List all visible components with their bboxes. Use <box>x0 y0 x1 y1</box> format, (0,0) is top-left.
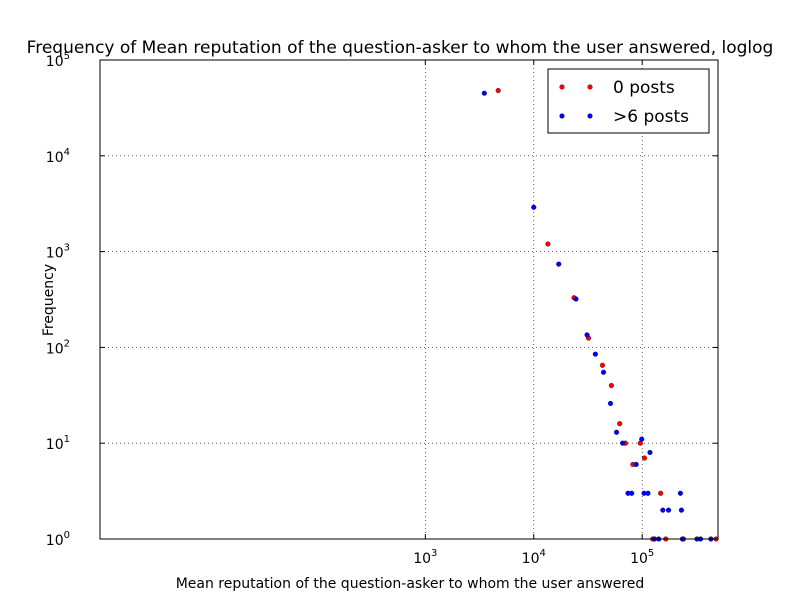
y-tick-exponent: 5 <box>64 51 70 62</box>
y-tick-label: 101 <box>46 434 70 453</box>
y-tick-exponent: 2 <box>64 338 70 349</box>
data-point <box>592 351 598 357</box>
data-points <box>481 87 719 542</box>
data-point <box>531 204 537 210</box>
data-point <box>660 507 666 513</box>
legend-label: 0 posts <box>613 78 675 98</box>
data-point <box>556 261 562 267</box>
y-tick-label: 104 <box>46 147 70 166</box>
data-point <box>633 461 639 468</box>
legend: 0 posts >6 posts <box>547 68 710 134</box>
data-point <box>481 90 487 96</box>
y-tick-exponent: 0 <box>64 530 70 541</box>
data-point <box>600 369 607 375</box>
x-tick-label: 105 <box>630 548 654 567</box>
data-point <box>617 421 623 427</box>
legend-box <box>547 68 710 134</box>
data-point <box>677 490 683 496</box>
x-tick-exponent: 4 <box>539 548 545 559</box>
data-point <box>666 507 672 513</box>
chart-title: Frequency of Mean reputation of the ques… <box>27 38 774 58</box>
y-tick-label: 103 <box>46 243 70 262</box>
x-tick-label: 104 <box>522 548 546 567</box>
x-axis-label: Mean reputation of the question-asker to… <box>176 576 645 592</box>
data-point <box>678 507 684 513</box>
data-point <box>645 490 651 496</box>
y-axis-label: Frequency <box>41 264 57 336</box>
legend-label: >6 posts <box>613 107 689 127</box>
data-point <box>545 241 551 247</box>
legend-marker <box>559 113 565 119</box>
y-tick-exponent: 4 <box>64 147 70 158</box>
y-tick-label: 100 <box>46 530 70 549</box>
y-tick-label: 102 <box>46 338 70 357</box>
legend-marker <box>559 84 565 90</box>
x-tick-label: 103 <box>413 548 437 567</box>
y-tick-label: 105 <box>46 51 70 70</box>
data-point <box>495 87 501 94</box>
data-point <box>607 400 614 406</box>
data-point <box>584 332 590 338</box>
y-tick-exponent: 3 <box>64 243 70 254</box>
x-tick-exponent: 5 <box>648 548 654 559</box>
grid <box>100 60 718 539</box>
data-point <box>639 436 645 442</box>
data-point <box>608 382 614 389</box>
legend-marker <box>587 84 593 90</box>
x-tick-exponent: 3 <box>431 548 437 559</box>
data-point <box>629 490 635 496</box>
data-point <box>658 490 664 496</box>
data-point <box>647 449 653 456</box>
legend-marker <box>587 113 593 119</box>
plot-frame <box>99 59 719 540</box>
data-point <box>620 440 626 446</box>
data-point <box>573 296 579 302</box>
y-tick-exponent: 1 <box>64 434 70 445</box>
data-point <box>613 429 620 435</box>
data-point <box>641 455 648 461</box>
data-point <box>599 362 606 368</box>
